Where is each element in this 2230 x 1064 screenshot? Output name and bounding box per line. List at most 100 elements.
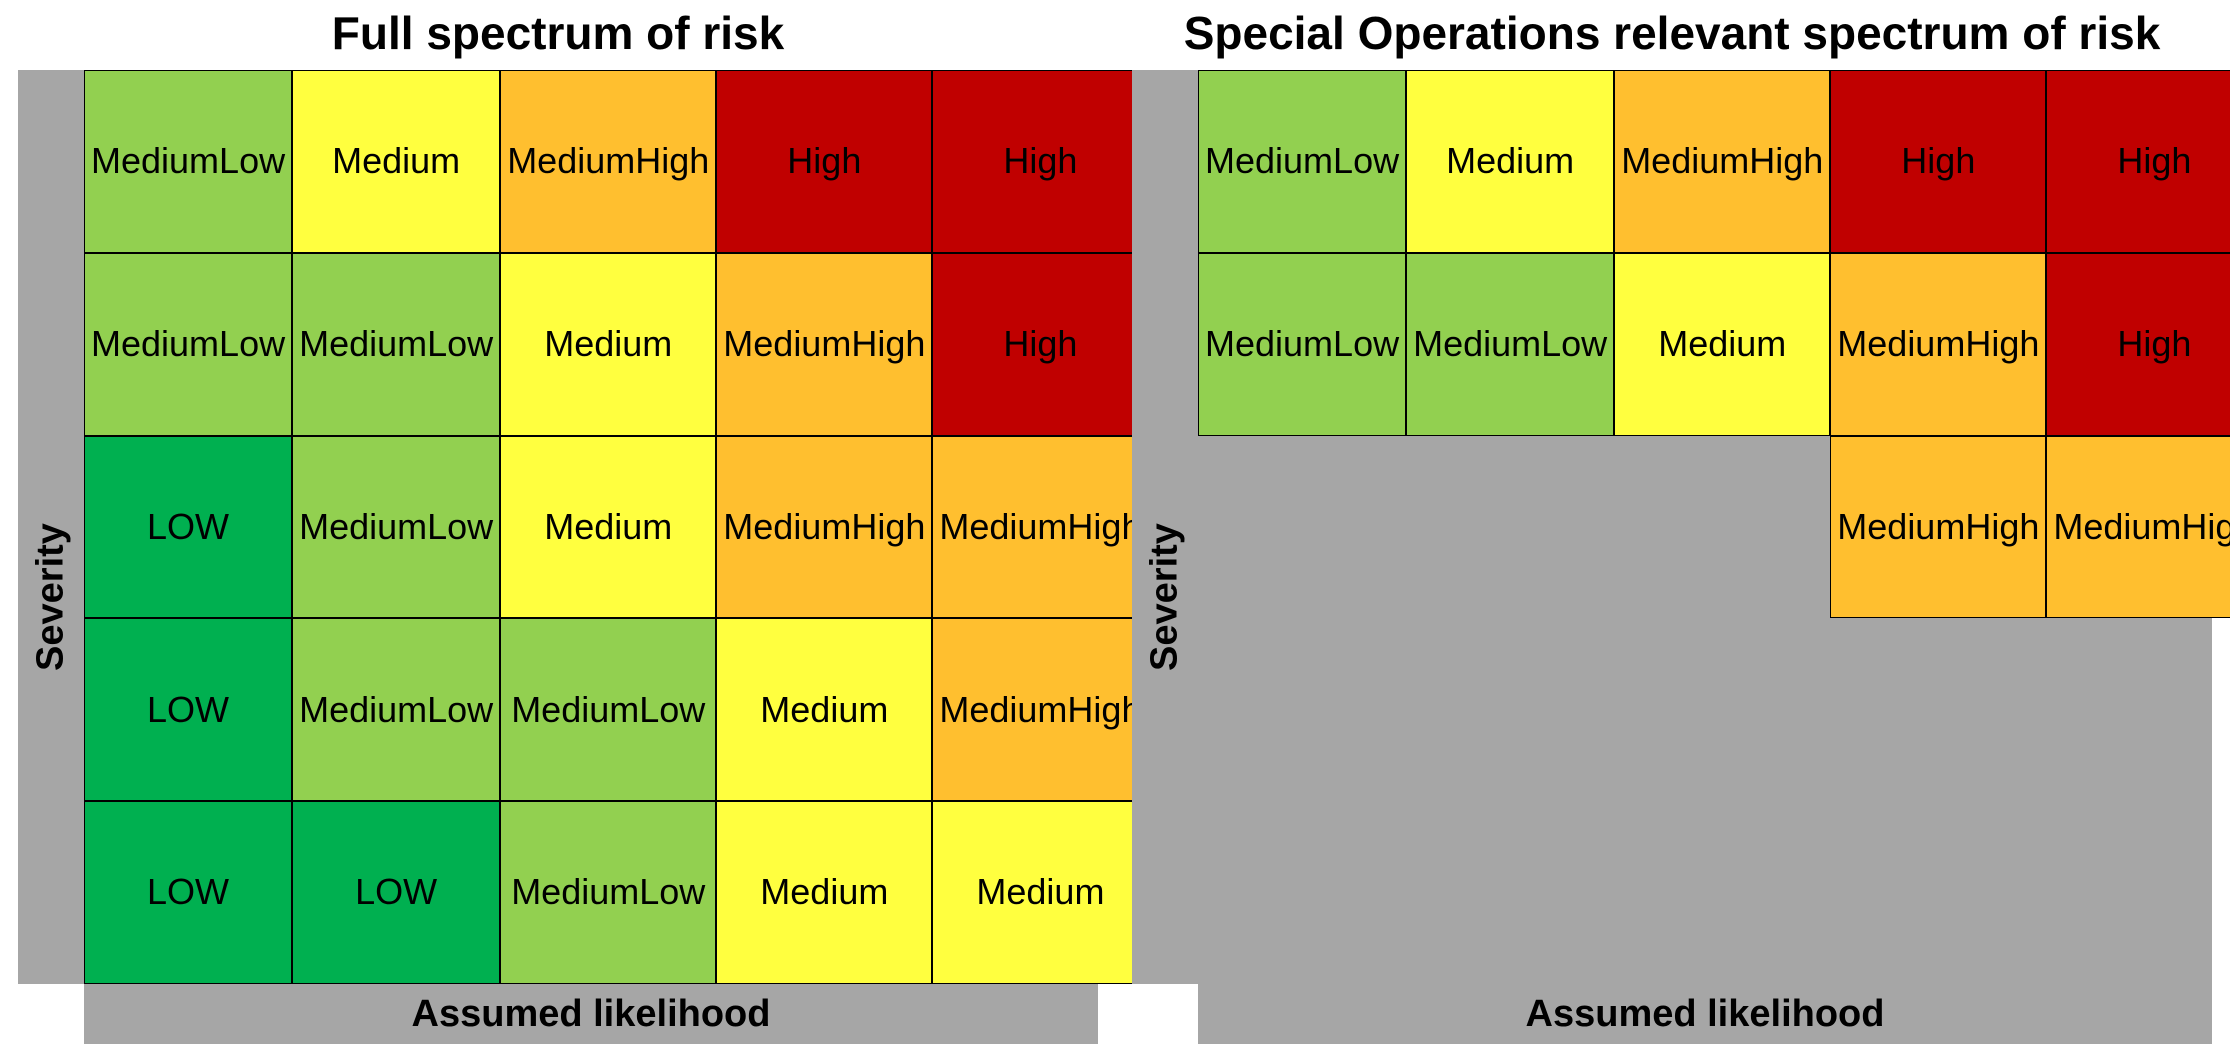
risk-cell-text: LOW (147, 505, 230, 547)
risk-cell-text: Low (639, 688, 706, 730)
risk-cell-text: High (2117, 323, 2192, 365)
risk-cell-text: Medium (511, 688, 640, 730)
risk-cell-text: Medium (1837, 505, 1966, 547)
risk-cell-high: High (932, 252, 1149, 436)
risk-cell-medium-low: Medium Low (292, 435, 501, 619)
risk-cell-high: High (1830, 70, 2047, 253)
risk-cell-text: LOW (147, 871, 230, 913)
risk-matrix-full: Full spectrum of risk Severity Medium Low… (18, 0, 1149, 1050)
matrix-cell-empty (1198, 436, 1406, 619)
risk-cell-high: High (2046, 252, 2230, 436)
risk-cell-text: Medium (1837, 323, 1966, 365)
risk-cell-text: Low (219, 323, 286, 365)
matrix-cell-empty (1198, 801, 1406, 984)
risk-cell-text: High (1965, 323, 2040, 365)
risk-cell-text: Medium (939, 688, 1068, 730)
matrix-cell-empty (1830, 801, 2046, 984)
risk-cell-medium-low: Medium Low (500, 801, 717, 984)
risk-cell-text: Medium (939, 505, 1068, 547)
risk-cell-low: LOW (292, 801, 501, 984)
risk-cell-text: High (2181, 505, 2230, 547)
risk-cell-text: High (635, 140, 710, 182)
risk-cell-medium-low: Medium Low (1406, 252, 1615, 436)
risk-cell-low: LOW (84, 435, 293, 619)
risk-cell-text: Medium (544, 323, 673, 365)
risk-cell-text: Low (1333, 140, 1400, 182)
risk-cell-medium: Medium (500, 252, 717, 436)
risk-cell-text: Medium (723, 505, 852, 547)
risk-cell-medium: Medium (1406, 70, 1615, 253)
risk-cell-text: Low (427, 688, 494, 730)
risk-cell-medium-low: Medium Low (1198, 252, 1407, 436)
severity-axis-bar: Severity (1132, 70, 1198, 984)
risk-cell-medium: Medium (932, 801, 1149, 984)
likelihood-axis-label: Assumed likelihood (84, 984, 1098, 1044)
risk-cell-medium: Medium (500, 435, 717, 619)
risk-cell-text: High (1965, 505, 2040, 547)
risk-cell-text: Low (1333, 323, 1400, 365)
risk-cell-text: Medium (91, 323, 220, 365)
matrix-cell-empty (1406, 618, 1614, 801)
risk-cell-text: Medium (723, 323, 852, 365)
panel-title: Special Operations relevant spectrum of … (1183, 7, 2161, 59)
matrix-cell-empty (1614, 618, 1830, 801)
risk-cell-text: Low (219, 140, 286, 182)
risk-cell-text: Medium (760, 871, 889, 913)
risk-cell-medium: Medium (716, 801, 933, 984)
risk-cell-text: LOW (147, 688, 230, 730)
risk-cell-text: Medium (511, 871, 640, 913)
risk-cell-text: Medium (1205, 323, 1334, 365)
risk-cell-medium-low: Medium Low (292, 252, 501, 436)
risk-cell-text: Medium (299, 505, 428, 547)
risk-cell-text: Medium (91, 140, 220, 182)
risk-cell-text: Medium (1621, 140, 1750, 182)
risk-cell-text: LOW (355, 871, 438, 913)
risk-cell-text: Low (639, 871, 706, 913)
risk-cell-text: Medium (299, 688, 428, 730)
risk-cell-medium-low: Medium Low (1198, 70, 1407, 253)
risk-cell-text: High (851, 505, 926, 547)
risk-cell-text: Medium (1446, 140, 1575, 182)
risk-cell-medium-low: Medium Low (84, 252, 293, 436)
risk-cell-text: High (1067, 505, 1142, 547)
risk-cell-text: Medium (760, 688, 889, 730)
risk-cell-text: Medium (1205, 140, 1334, 182)
risk-cell-medium: Medium (292, 70, 501, 253)
risk-cell-text: Low (1541, 323, 1608, 365)
risk-cell-text: Medium (976, 871, 1105, 913)
risk-cell-text: Medium (332, 140, 461, 182)
risk-cell-medium-low: Medium Low (84, 70, 293, 253)
risk-cell-high: High (716, 70, 933, 253)
risk-cell-text: Medium (2053, 505, 2182, 547)
matrix-cell-empty (1830, 618, 2046, 801)
risk-cell-text: Medium (299, 323, 428, 365)
severity-axis-label: Severity (29, 523, 72, 671)
risk-cell-high: High (932, 70, 1149, 253)
matrix-cell-empty (1614, 801, 1830, 984)
matrix-cell-empty (2046, 801, 2230, 984)
risk-matrix-special-operations: Special Operations relevant spectrum of … (1132, 0, 2230, 1050)
risk-cell-text: High (787, 140, 862, 182)
risk-cell-medium: Medium (716, 618, 933, 802)
risk-cell-text: Medium (1658, 323, 1787, 365)
severity-axis-bar: Severity (18, 70, 84, 984)
risk-cell-text: Medium (507, 140, 636, 182)
risk-cell-text: High (1003, 140, 1078, 182)
likelihood-axis-label: Assumed likelihood (1198, 984, 2212, 1044)
matrix-cell-empty (1406, 801, 1614, 984)
risk-cell-text: High (851, 323, 926, 365)
panel-title: Full spectrum of risk (331, 7, 785, 59)
risk-cell-text: High (1003, 323, 1078, 365)
risk-cell-text: Medium (544, 505, 673, 547)
risk-cell-text: High (1067, 688, 1142, 730)
risk-cell-medium: Medium (1614, 252, 1831, 436)
risk-cell-low: LOW (84, 618, 293, 802)
risk-cell-low: LOW (84, 801, 293, 984)
